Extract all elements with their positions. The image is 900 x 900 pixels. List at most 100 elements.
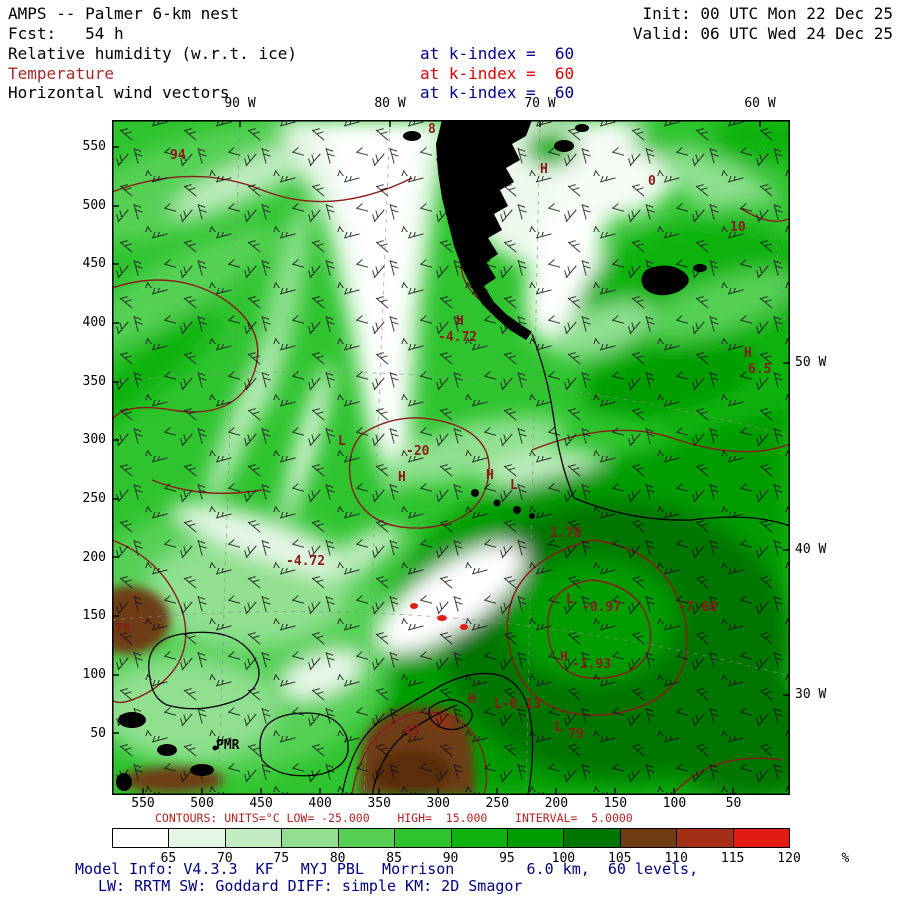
colorbar-cell — [620, 829, 678, 847]
map-annotation: -7.60 — [678, 600, 718, 615]
colorbar-cell — [338, 829, 396, 847]
x-axis-tick-label: 350 — [367, 796, 391, 811]
y-axis-tick-label: 500 — [82, 197, 106, 213]
colorbar-cell — [169, 829, 226, 847]
x-axis-tick-label: 250 — [485, 796, 510, 811]
map-annotation: H — [540, 162, 548, 177]
map-annotation: H — [560, 650, 568, 665]
map-annotation: 1.78 — [550, 526, 582, 541]
coastline-outline-layer — [148, 333, 790, 795]
colorbar-tick-label: 85 — [386, 851, 402, 866]
field-temp-label: Temperature — [8, 64, 114, 83]
y-axis-tick-label: 450 — [82, 256, 106, 272]
top-longitude-label: 80 W — [374, 96, 406, 111]
colorbar-tick-label: 80 — [329, 851, 346, 866]
map-annotation: 0 — [648, 174, 656, 189]
map-annotation: H — [398, 470, 406, 485]
colorbar-cell — [677, 829, 734, 847]
station-marker-pmr — [212, 745, 218, 751]
map-annotation: -4.72 — [438, 330, 478, 345]
x-axis-tick-label: 500 — [190, 796, 214, 811]
right-longitude-label: 30 W — [795, 687, 827, 702]
colorbar-cell — [225, 829, 283, 847]
model-info-line1: Model Info: V4.3.3 KF MYJ PBL Morrison 6… — [75, 860, 699, 878]
colorbar-cell — [564, 829, 621, 847]
forecast-map: 94 8 H 0 10 H -4.72 H 6.5 L -20 H H L 1.78 -4.72 L -0.97-… — [112, 120, 790, 795]
map-annotation: H — [744, 346, 752, 361]
map-annotation: 75 — [115, 622, 131, 637]
station-label: PMR — [216, 738, 240, 753]
x-axis-tick-label: 450 — [249, 796, 273, 811]
colorbar-tick-label: 100 — [551, 851, 576, 866]
y-axis-tick-label: 550 — [82, 139, 106, 154]
plot-title: AMPS -- Palmer 6-km nest — [8, 4, 240, 23]
colorbar-tick-label: 70 — [217, 851, 233, 866]
axis-ticks — [112, 120, 790, 795]
map-annotation: L — [510, 478, 518, 493]
colorbar-cell — [395, 829, 452, 847]
x-axis-tick-label: 550 — [131, 796, 155, 811]
colorbar-tick-label: 115 — [720, 851, 745, 866]
x-axis-tick-label: 400 — [308, 796, 332, 811]
map-annotation: 79 — [568, 727, 584, 742]
map-border — [112, 120, 790, 795]
y-axis-tick-label: 300 — [82, 432, 106, 448]
colorbar-tick-label: 105 — [608, 851, 632, 866]
colorbar-tick-label: 110 — [664, 851, 688, 866]
map-annotation: 8 — [428, 122, 436, 137]
map-annotation: H — [468, 692, 476, 707]
annotation-layer: 94 8 H 0 10 H -4.72 H 6.5 L -20 H H L 1.78 -4.72 L -0.97-… — [112, 120, 790, 795]
init-time: Init: 00 UTC Mon 22 Dec 25 — [642, 4, 893, 23]
forecast-hour: Fcst: 54 h — [8, 24, 124, 43]
colorbar-tick-label: 65 — [160, 851, 177, 866]
top-longitude-label: 60 W — [744, 96, 776, 111]
map-annotation: L — [566, 592, 574, 607]
map-annotation: -4.72 — [286, 554, 326, 569]
right-longitude-label: 50 W — [795, 355, 827, 370]
x-axis-tick-label: 300 — [426, 796, 450, 811]
map-annotation: L — [554, 720, 562, 735]
x-axis-tick-label: 150 — [603, 796, 628, 811]
y-axis-tick-label: 250 — [82, 490, 106, 506]
coastline-fill-layer — [116, 120, 707, 791]
contour-legend: CONTOURS: UNITS=°C LOW= -25.000 HIGH= 15… — [155, 811, 633, 825]
y-axis-tick-label: 50 — [90, 725, 106, 741]
x-axis-tick-label: 200 — [544, 796, 569, 811]
y-axis-tick-label: 350 — [82, 373, 106, 389]
y-axis-tick-label: 400 — [82, 314, 106, 330]
field-rh-level: at k-index = 60 — [420, 44, 575, 63]
colorbar-tick-label: 75 — [273, 851, 290, 866]
model-info-line2: LW: RRTM SW: Goddard DIFF: simple KM: 2D… — [98, 877, 523, 895]
x-axis-tick-label: 100 — [662, 796, 687, 811]
top-longitude-label: 90 W — [224, 96, 256, 111]
map-annotation: 94 — [170, 148, 186, 163]
colorbar-cell — [507, 829, 565, 847]
y-axis-tick-label: 100 — [82, 666, 106, 682]
top-longitude-label: 70 W — [524, 96, 556, 111]
x-axis-tick-label: 50 — [725, 796, 742, 811]
colorbar-tick-label: % — [841, 851, 850, 866]
y-axis-tick-label: 150 — [82, 608, 106, 624]
y-axis-tick-label: 200 — [82, 549, 106, 565]
colorbar-cell — [282, 829, 339, 847]
map-annotation: -20 — [406, 444, 430, 459]
map-annotation: H — [486, 468, 494, 483]
colorbar-tick-label: 90 — [442, 851, 459, 866]
colorbar — [112, 828, 790, 848]
colorbar-cell — [113, 829, 170, 847]
map-annotation: L — [338, 434, 346, 449]
field-wind-level: at k-index = 60 — [420, 83, 575, 102]
colorbar-cells — [113, 829, 790, 847]
valid-time: Valid: 06 UTC Wed 24 Dec 25 — [632, 24, 893, 43]
map-annotation: H — [456, 314, 464, 329]
map-annotation: 10 — [730, 220, 746, 235]
colorbar-cell — [451, 829, 508, 847]
map-annotation: L-0.13 — [494, 697, 541, 712]
rh-field-svg — [112, 120, 790, 795]
field-temp-level: at k-index = 60 — [420, 64, 575, 83]
right-longitude-label: 40 W — [795, 542, 827, 557]
map-annotation: -1.93 — [572, 657, 612, 672]
map-annotation: -0.97 — [582, 600, 622, 615]
map-annotation: 45 — [404, 724, 420, 739]
